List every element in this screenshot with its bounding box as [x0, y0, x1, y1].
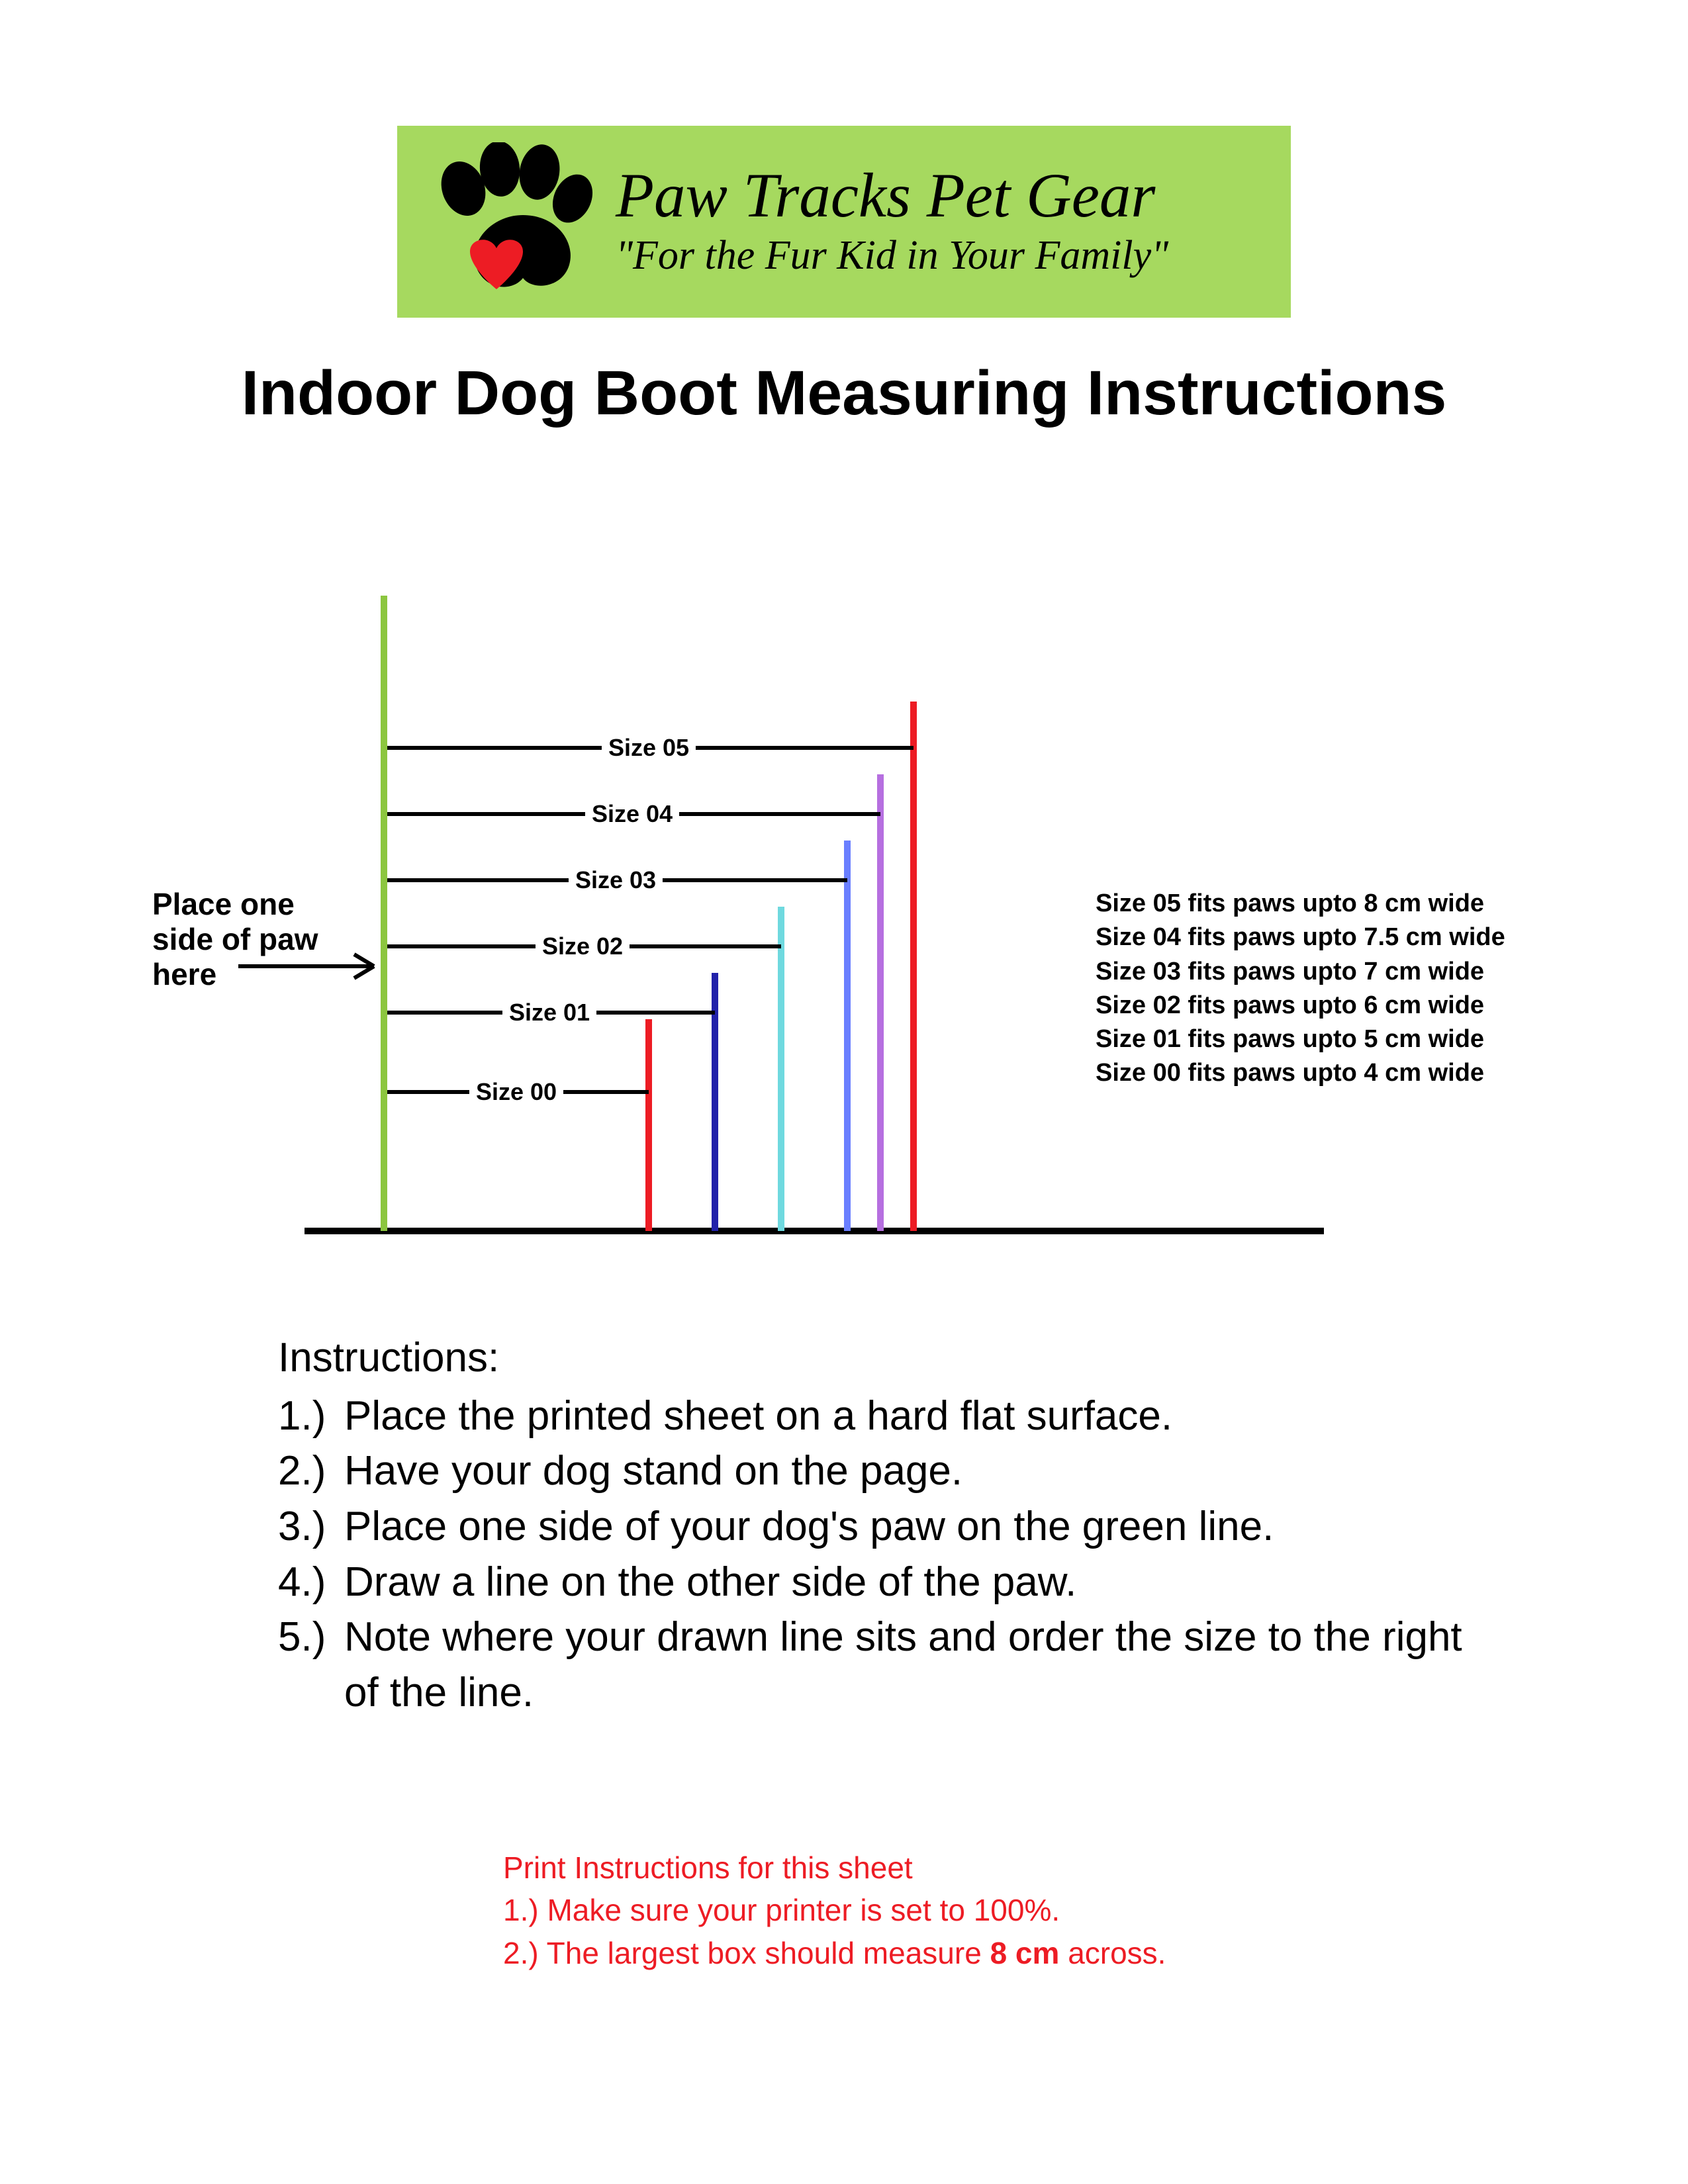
- instruction-text: Have your dog stand on the page.: [344, 1443, 1470, 1499]
- logo-banner: Paw Tracks Pet Gear "For the Fur Kid in …: [397, 126, 1291, 318]
- instruction-text: Note where your drawn line sits and orde…: [344, 1610, 1470, 1720]
- place-paw-label: Place one side of paw here: [152, 887, 318, 992]
- paw-logo: [424, 142, 596, 301]
- instruction-number: 2.): [278, 1443, 344, 1499]
- size-info-line: Size 02 fits paws upto 6 cm wide: [1096, 989, 1505, 1023]
- size-info-line: Size 05 fits paws upto 8 cm wide: [1096, 887, 1505, 921]
- print-line1: 1.) Make sure your printer is set to 100…: [503, 1889, 1166, 1931]
- instruction-item: 3.)Place one side of your dog's paw on t…: [278, 1499, 1470, 1555]
- instruction-text: Place one side of your dog's paw on the …: [344, 1499, 1470, 1555]
- size-label-00: Size 00: [469, 1078, 563, 1106]
- logo-title: Paw Tracks Pet Gear: [616, 164, 1168, 227]
- size-label-02: Size 02: [536, 933, 630, 960]
- print-header: Print Instructions for this sheet: [503, 1846, 1166, 1889]
- size-info-line: Size 01 fits paws upto 5 cm wide: [1096, 1023, 1505, 1056]
- place-paw-line1: Place one: [152, 887, 318, 922]
- instruction-item: 4.)Draw a line on the other side of the …: [278, 1555, 1470, 1610]
- instructions-header: Instructions:: [278, 1330, 1470, 1386]
- place-paw-line2: side of paw: [152, 922, 318, 957]
- logo-tagline: "For the Fur Kid in Your Family": [616, 232, 1168, 279]
- size-info-list: Size 05 fits paws upto 8 cm wideSize 04 …: [1096, 887, 1505, 1091]
- size-label-03: Size 03: [569, 866, 663, 894]
- size-chart: Place one side of paw here Size 05 fits …: [132, 596, 1556, 1257]
- size-label-05: Size 05: [602, 734, 696, 762]
- place-paw-line3: here: [152, 957, 318, 992]
- page-title: Indoor Dog Boot Measuring Instructions: [0, 357, 1688, 430]
- instruction-number: 3.): [278, 1499, 344, 1555]
- size-info-line: Size 04 fits paws upto 7.5 cm wide: [1096, 921, 1505, 954]
- print-instructions: Print Instructions for this sheet 1.) Ma…: [503, 1846, 1166, 1974]
- instruction-number: 1.): [278, 1388, 344, 1444]
- instruction-item: 1.)Place the printed sheet on a hard fla…: [278, 1388, 1470, 1444]
- instruction-item: 2.)Have your dog stand on the page.: [278, 1443, 1470, 1499]
- size-label-04: Size 04: [585, 800, 679, 828]
- instruction-item: 5.)Note where your drawn line sits and o…: [278, 1610, 1470, 1720]
- logo-text: Paw Tracks Pet Gear "For the Fur Kid in …: [616, 164, 1168, 279]
- print-line2: 2.) The largest box should measure 8 cm …: [503, 1932, 1166, 1974]
- instruction-text: Place the printed sheet on a hard flat s…: [344, 1388, 1470, 1444]
- instruction-number: 4.): [278, 1555, 344, 1610]
- size-label-01: Size 01: [502, 999, 596, 1026]
- instructions-block: Instructions: 1.)Place the printed sheet…: [278, 1330, 1470, 1721]
- size-info-line: Size 00 fits paws upto 4 cm wide: [1096, 1056, 1505, 1090]
- size-info-line: Size 03 fits paws upto 7 cm wide: [1096, 955, 1505, 989]
- instruction-number: 5.): [278, 1610, 344, 1720]
- instruction-text: Draw a line on the other side of the paw…: [344, 1555, 1470, 1610]
